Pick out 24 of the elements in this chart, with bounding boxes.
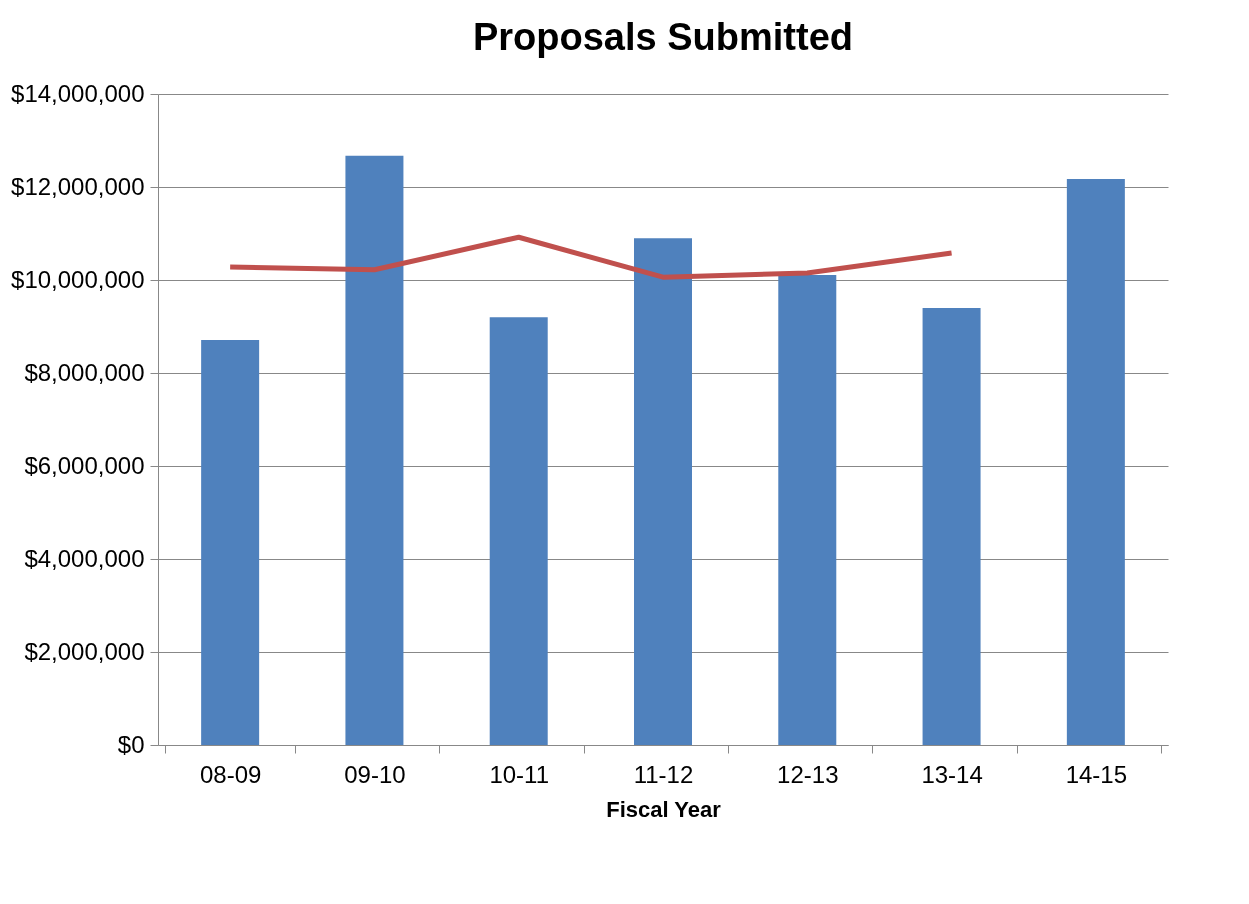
y-tick-label: $14,000,000 bbox=[11, 79, 145, 107]
bar bbox=[778, 274, 837, 745]
bar bbox=[1066, 179, 1125, 745]
bar bbox=[201, 339, 260, 745]
x-tick-label: 11-12 bbox=[633, 760, 694, 788]
y-tick-label: $4,000,000 bbox=[24, 544, 145, 572]
x-axis-title: Fiscal Year bbox=[606, 796, 722, 822]
y-tick-label: $0 bbox=[117, 730, 145, 758]
y-tick-label: $6,000,000 bbox=[24, 451, 145, 479]
y-tick-label: $10,000,000 bbox=[11, 265, 145, 293]
x-tick-label: 08-09 bbox=[199, 760, 262, 788]
bar bbox=[345, 155, 404, 745]
y-tick-label: $8,000,000 bbox=[24, 358, 145, 386]
x-tick-label: 09-10 bbox=[344, 760, 406, 788]
y-tick-label: $12,000,000 bbox=[11, 172, 145, 200]
bar bbox=[922, 307, 981, 745]
x-tick-label: 10-11 bbox=[489, 760, 550, 788]
bar bbox=[489, 317, 548, 745]
x-tick-label: 13-14 bbox=[921, 760, 983, 788]
bar bbox=[634, 238, 692, 745]
x-tick-label: 12-13 bbox=[777, 760, 839, 788]
chart-title: Proposals Submitted bbox=[472, 16, 854, 58]
y-tick-label: $2,000,000 bbox=[24, 637, 145, 665]
x-tick-label: 14-15 bbox=[1065, 760, 1128, 788]
